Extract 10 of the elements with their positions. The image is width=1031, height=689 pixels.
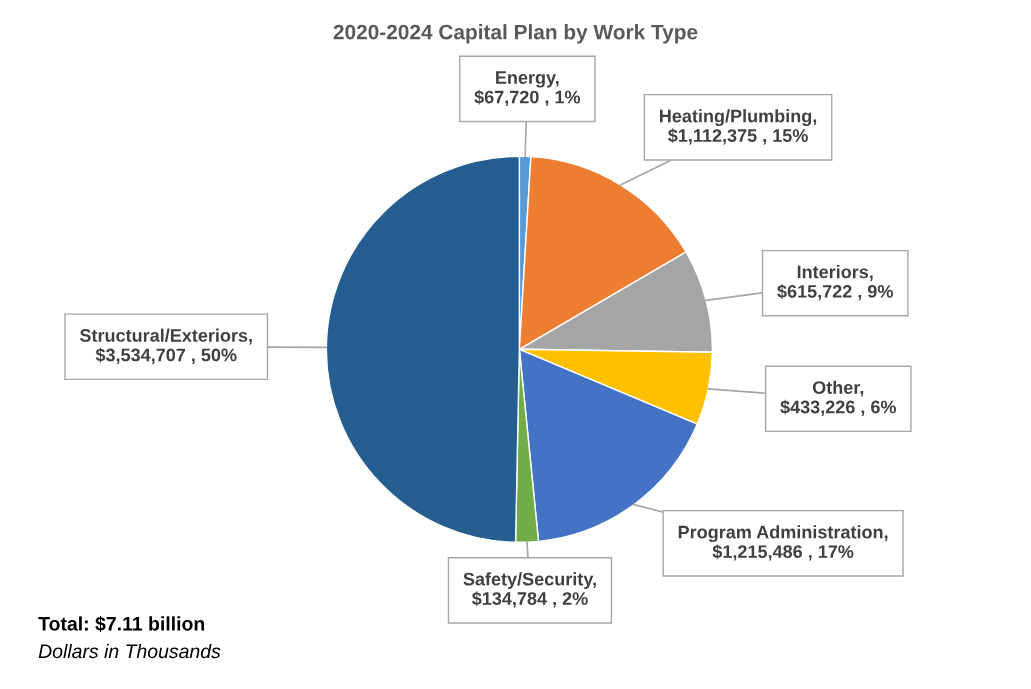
slice-label: Program Administration, $1,215,486 , 17% xyxy=(678,525,888,561)
slice-label: Energy, $67,720 , 1% xyxy=(474,71,581,107)
slice-label: Structural/Exteriors, $3,534,707 , 50% xyxy=(79,328,252,364)
slice-label: Safety/Security, $134,784 , 2% xyxy=(463,572,596,608)
slice-label: Interiors, $615,722 , 9% xyxy=(777,265,893,301)
text: Total: $7.11 billion xyxy=(38,616,205,632)
text: Dollars in Thousands xyxy=(38,643,221,659)
chart-title: 2020-2024 Capital Plan by Work Type xyxy=(333,24,698,44)
slice-label: Heating/Plumbing, $1,112,375 , 15% xyxy=(660,109,817,145)
slice-label: Other, $433,226 , 6% xyxy=(780,380,897,416)
